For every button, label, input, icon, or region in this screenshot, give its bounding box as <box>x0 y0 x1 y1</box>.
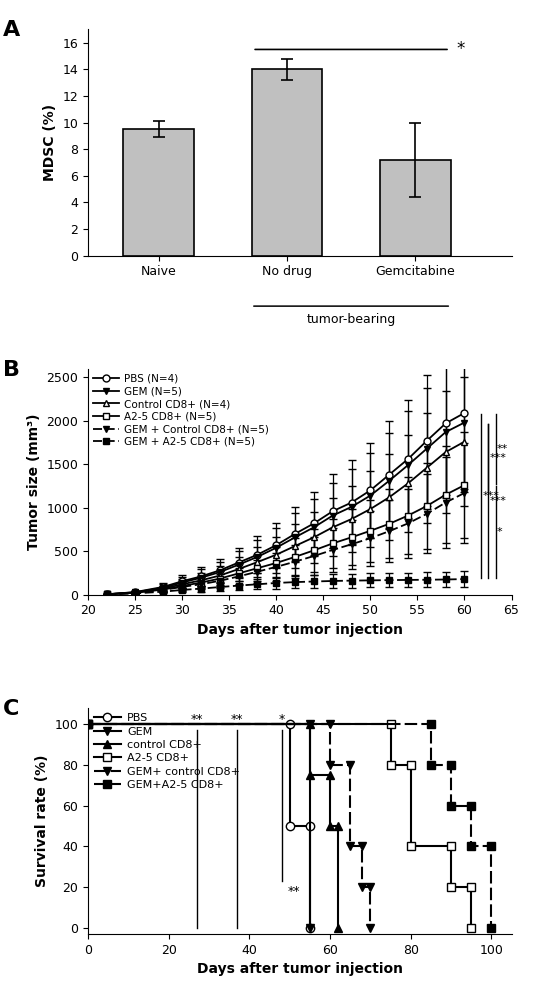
GEM <box>85 719 91 730</box>
A2-5 CD8+ <box>408 840 414 852</box>
Text: ***: *** <box>483 492 499 501</box>
A2-5 CD8+ <box>408 759 414 771</box>
PBS <box>306 820 313 832</box>
GEM+ control CD8+ <box>85 719 91 730</box>
Bar <box>252 70 322 256</box>
Text: A: A <box>3 21 20 40</box>
Text: **: ** <box>288 885 300 897</box>
control CD8+ <box>335 820 342 832</box>
Text: **: ** <box>497 444 508 454</box>
Bar <box>380 160 450 256</box>
GEM <box>306 922 313 934</box>
X-axis label: Days after tumor injection: Days after tumor injection <box>197 962 403 976</box>
PBS <box>287 820 293 832</box>
Legend: PBS, GEM, control CD8+, A2-5 CD8+, GEM+ control CD8+, GEM+A2-5 CD8+: PBS, GEM, control CD8+, A2-5 CD8+, GEM+ … <box>94 714 240 790</box>
GEM+ control CD8+ <box>359 881 366 893</box>
GEM+A2-5 CD8+ <box>488 840 494 852</box>
Text: ***: *** <box>490 453 506 463</box>
A2-5 CD8+ <box>448 881 454 893</box>
GEM+ control CD8+ <box>327 759 333 771</box>
Text: **: ** <box>231 713 244 726</box>
GEM+A2-5 CD8+ <box>85 719 91 730</box>
Line: A2-5 CD8+: A2-5 CD8+ <box>88 724 471 928</box>
A2-5 CD8+ <box>387 719 394 730</box>
Line: GEM+A2-5 CD8+: GEM+A2-5 CD8+ <box>88 724 491 928</box>
GEM+A2-5 CD8+ <box>468 799 475 811</box>
A2-5 CD8+ <box>448 840 454 852</box>
GEM+A2-5 CD8+ <box>448 759 454 771</box>
A2-5 CD8+ <box>468 881 475 893</box>
control CD8+ <box>85 719 91 730</box>
control CD8+ <box>335 922 342 934</box>
A2-5 CD8+ <box>468 922 475 934</box>
Text: ***: *** <box>490 495 506 506</box>
Line: PBS: PBS <box>88 724 310 928</box>
Line: control CD8+: control CD8+ <box>88 724 338 928</box>
GEM+A2-5 CD8+ <box>427 719 434 730</box>
PBS <box>306 922 313 934</box>
control CD8+ <box>306 719 313 730</box>
X-axis label: Days after tumor injection: Days after tumor injection <box>197 623 403 637</box>
A2-5 CD8+ <box>387 759 394 771</box>
GEM+A2-5 CD8+ <box>448 799 454 811</box>
Text: C: C <box>3 699 20 719</box>
control CD8+ <box>327 769 333 781</box>
GEM <box>306 719 313 730</box>
Text: **: ** <box>191 713 203 726</box>
Text: tumor-bearing: tumor-bearing <box>306 314 395 326</box>
Line: GEM: GEM <box>88 724 310 928</box>
GEM+A2-5 CD8+ <box>488 922 494 934</box>
Line: GEM+ control CD8+: GEM+ control CD8+ <box>88 724 370 928</box>
Text: *: * <box>456 40 465 58</box>
Text: *: * <box>278 713 285 726</box>
GEM+ control CD8+ <box>367 881 373 893</box>
Y-axis label: Survival rate (%): Survival rate (%) <box>35 755 49 887</box>
GEM+ control CD8+ <box>327 719 333 730</box>
PBS <box>85 719 91 730</box>
control CD8+ <box>327 820 333 832</box>
GEM+ control CD8+ <box>359 840 366 852</box>
Y-axis label: MDSC (%): MDSC (%) <box>43 104 57 181</box>
PBS <box>287 719 293 730</box>
A2-5 CD8+ <box>85 719 91 730</box>
Text: *: * <box>497 527 503 537</box>
GEM+A2-5 CD8+ <box>427 759 434 771</box>
GEM+ control CD8+ <box>367 922 373 934</box>
Legend: PBS (N=4), GEM (N=5), Control CD8+ (N=4), A2-5 CD8+ (N=5), GEM + Control CD8+ (N: PBS (N=4), GEM (N=5), Control CD8+ (N=4)… <box>93 374 270 447</box>
Bar <box>123 129 194 256</box>
Text: B: B <box>3 360 20 379</box>
Y-axis label: Tumor size (mm³): Tumor size (mm³) <box>27 414 41 549</box>
GEM+A2-5 CD8+ <box>468 840 475 852</box>
GEM+ control CD8+ <box>347 759 354 771</box>
control CD8+ <box>306 769 313 781</box>
GEM+ control CD8+ <box>347 840 354 852</box>
